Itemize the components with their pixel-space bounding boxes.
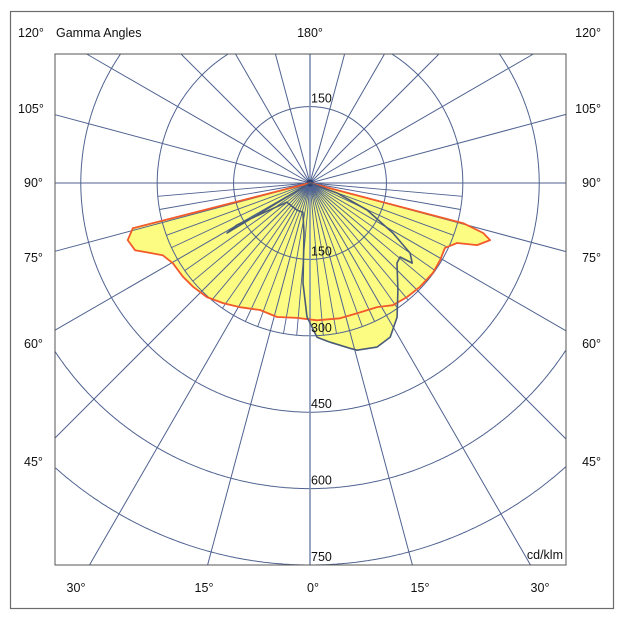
grid-spoke: [54, 114, 311, 184]
polar-grid: [54, 53, 567, 566]
grid-spoke-fine: [171, 182, 311, 249]
grid-spoke-fine: [309, 182, 337, 334]
radial-tick-label: 600: [311, 474, 332, 488]
grid-circle: [80, 53, 540, 413]
curves-layer: [127, 183, 491, 351]
grid-spoke-fine: [159, 182, 311, 210]
grid-circle: [54, 350, 567, 490]
curve-fill-c90-c270: [227, 183, 413, 351]
unit-label: cd/klm: [527, 548, 563, 562]
curve-line-c90-c270: [226, 182, 413, 351]
left-angle-label: 75°: [24, 251, 43, 265]
grid-spoke: [235, 53, 311, 184]
grid-spoke: [309, 53, 385, 184]
grid-spoke: [274, 53, 311, 184]
grid-spoke: [309, 113, 567, 184]
grid-spoke-fine: [309, 182, 324, 336]
top-center-angle-label: 180°: [297, 26, 323, 40]
grid-spoke: [54, 182, 311, 439]
right-angle-label: 60°: [582, 337, 601, 351]
bottom-angle-label: 30°: [67, 581, 86, 595]
left-angle-label: 45°: [24, 455, 43, 469]
grid-spoke-fine: [309, 182, 409, 301]
radial-tick-label: 450: [311, 397, 332, 411]
top-left-angle-label: 120°: [18, 26, 44, 40]
radial-tick-label: 150: [311, 244, 332, 258]
grid-spoke-fine: [244, 182, 311, 322]
radial-tick-label: 750: [311, 550, 332, 564]
right-angle-label: 90°: [582, 176, 601, 190]
grid-spoke-fine: [283, 182, 311, 334]
curve-lines-layer: [126, 182, 491, 351]
grid-spoke: [309, 53, 346, 184]
right-angle-label: 105°: [575, 102, 601, 116]
grid-spoke: [54, 182, 311, 331]
grid-spoke: [309, 53, 440, 184]
top-right-angle-label: 120°: [575, 26, 601, 40]
grid-spoke: [309, 182, 531, 566]
grid-spoke: [309, 53, 534, 184]
chart-title: Gamma Angles: [56, 26, 141, 40]
grid-spoke-fine: [309, 182, 463, 197]
grid-spoke: [309, 182, 413, 566]
grid-spoke: [309, 182, 567, 440]
grid-spoke-fine: [309, 182, 363, 327]
grid-spoke-fine: [157, 182, 311, 197]
grid-spoke-fine: [309, 182, 376, 322]
grid-spoke: [86, 53, 311, 184]
grid-spoke-fine: [309, 182, 461, 210]
curve-line-c0-c180: [126, 182, 491, 322]
grid-circle: [156, 53, 464, 337]
grid-spoke: [89, 182, 311, 566]
right-angle-label: 45°: [582, 455, 601, 469]
bottom-angle-label: 30°: [531, 581, 550, 595]
grid-spoke: [207, 182, 311, 566]
left-angle-label: 105°: [18, 102, 44, 116]
grid-spoke-fine: [184, 182, 311, 271]
left-angle-label: 90°: [24, 176, 43, 190]
grid-spoke-fine: [257, 182, 311, 327]
right-angle-label: 75°: [582, 251, 601, 265]
grid-spoke-fine: [309, 182, 436, 271]
grid-spoke-fine: [309, 182, 428, 282]
grid-spoke: [180, 53, 311, 184]
grid-spoke-fine: [222, 182, 311, 309]
bottom-angle-label: 15°: [411, 581, 430, 595]
grid-spoke-fine: [211, 182, 311, 301]
grid-spoke-fine: [309, 182, 449, 249]
radial-tick-label-top: 150: [311, 92, 332, 106]
radial-tick-label: 300: [311, 321, 332, 335]
grid-spoke-fine: [309, 182, 398, 309]
bottom-angle-label: 0°: [307, 581, 319, 595]
plot-frame: [54, 53, 567, 566]
grid-spoke-fine: [166, 182, 311, 236]
grid-circle: [55, 466, 566, 566]
bottom-angle-label: 15°: [195, 581, 214, 595]
left-angle-label: 60°: [24, 337, 43, 351]
grid-spoke-fine: [192, 182, 311, 282]
grid-spoke: [309, 182, 567, 332]
radial-tick-labels: 150 300 450 600 750 150: [311, 92, 332, 564]
